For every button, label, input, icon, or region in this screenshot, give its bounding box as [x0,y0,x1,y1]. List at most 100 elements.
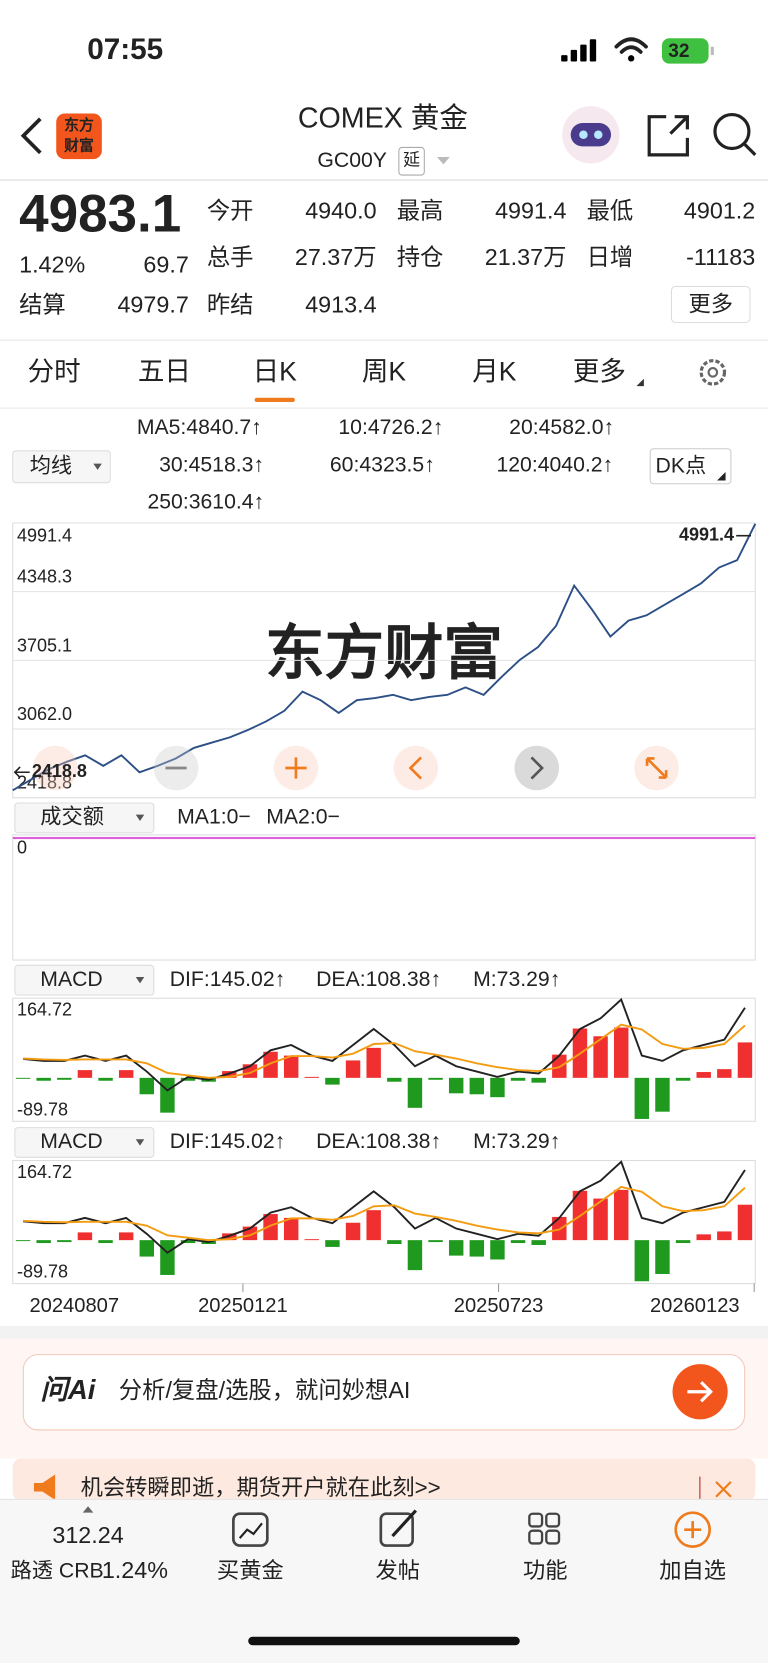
dropdown-caret [135,814,145,822]
ma-value: 10:4726.2↑ [338,416,443,439]
nav-icon[interactable] [674,1511,711,1548]
page-title: COMEX 黄金 [298,102,468,134]
ma-value: 60:4323.5↑ [330,453,435,476]
chart-control[interactable] [393,745,439,791]
macd-bar [613,1027,629,1078]
macd-bar [345,1060,361,1078]
ma-value: MA5:4840.7↑ [137,416,262,439]
macd-bar [118,1232,134,1241]
y-tick-label: -89.78 [17,1099,68,1119]
macd-bar [737,1042,753,1078]
macd-legend: DIF:145.02↑ [170,1130,286,1153]
macd-selector[interactable] [14,1127,155,1158]
banner-sep [699,1476,701,1500]
field-label: 总手 [207,244,254,270]
macd-bar [634,1077,650,1119]
field-value: 4979.7 [117,292,188,318]
field-value: 4991.4 [495,197,566,223]
bottom-nav [0,1498,768,1663]
more-button[interactable] [670,285,751,324]
settings-button[interactable] [699,359,727,386]
share-button[interactable] [647,115,689,157]
dk-button[interactable] [649,448,732,485]
field-value: 4901.2 [684,197,755,223]
expand-icon [645,757,668,779]
prev-icon [408,756,423,780]
macd-bar [469,1077,485,1095]
nav-icon-plus [684,1521,702,1539]
macd-bar [15,1077,31,1079]
banner-close[interactable] [715,1481,732,1498]
period-tab: 月K [472,356,517,386]
ma-selector[interactable] [12,450,111,484]
macd-bar [77,1070,93,1078]
nav-icon-cell[interactable] [528,1529,544,1545]
macd-bar [263,1214,278,1241]
macd-bar [737,1204,753,1241]
nav-item: 加自选 [659,1558,726,1583]
send-arrow [687,1381,713,1403]
volume-selector[interactable] [14,802,155,834]
macd-legend: M:73.29↑ [473,968,560,991]
x-tick-label: 20250121 [198,1295,288,1317]
macd-bar [180,1077,196,1081]
macd-legend: DEA:108.38↑ [316,968,441,991]
index-change: 1.24% [102,1557,168,1583]
macd-bar [510,1240,526,1244]
field-label: 日增 [587,244,634,270]
change: 69.7 [143,251,188,277]
macd-bar [283,1217,299,1241]
banner[interactable] [12,1458,756,1502]
nav-icon-cell[interactable] [528,1512,544,1528]
field-value: -11183 [686,244,755,270]
field-label: 持仓 [397,244,444,270]
nav-icon[interactable] [232,1512,269,1547]
macd-frame [12,997,756,1122]
delay-box [398,146,425,176]
macd-bar [98,1077,113,1081]
ma-value: 120:4040.2↑ [496,453,613,476]
macd-bar [469,1240,485,1257]
divider [0,179,768,181]
macd-bar [180,1240,196,1244]
battery-level: 32 [668,41,689,62]
nav-icon-cell[interactable] [545,1512,561,1528]
field-label: 最高 [397,197,444,223]
macd-bar [57,1077,72,1080]
macd-bar [345,1222,361,1241]
macd-selector[interactable] [14,964,155,996]
y-tick-label: 164.72 [17,1162,72,1182]
zoom-in-icon [285,757,307,779]
settings-hub [707,367,719,378]
macd-bar [387,1077,402,1082]
index-value: 312.24 [52,1522,123,1548]
divider [0,339,768,342]
macd-selector-label: MACD [40,1130,102,1153]
code-caret [437,157,450,165]
avatar-eye [594,130,603,139]
field-label: 最低 [587,197,634,223]
battery-cap [710,46,714,56]
macd-line [22,1023,746,1079]
chart-control[interactable] [514,745,560,791]
back-button[interactable] [20,117,42,155]
macd-bar [160,1077,175,1113]
nav-icon-cell[interactable] [545,1529,561,1545]
last-price: 4983.1 [19,184,181,243]
macd-bar [531,1077,546,1083]
chart-control[interactable] [32,745,78,791]
field-label: 结算 [19,292,66,318]
period-tab: 更多 [573,356,626,386]
volume-zero: 0 [17,837,27,857]
change-pct: 1.42% [19,251,85,277]
dropdown-caret [135,976,145,984]
ai-input[interactable] [22,1354,746,1431]
macd-bar [696,1072,711,1078]
macd-bar [77,1232,93,1241]
x-tick [753,1283,755,1293]
tab-underline [254,397,295,403]
nav-icon[interactable] [379,1512,414,1547]
min-annotation: 2418.8 [32,761,87,781]
search-button[interactable] [713,112,751,151]
ai-placeholder: 分析/复盘/选股，就问妙想AI [119,1377,411,1403]
